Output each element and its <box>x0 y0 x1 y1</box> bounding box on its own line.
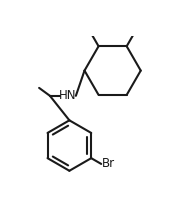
Text: HN: HN <box>59 89 77 102</box>
Text: Br: Br <box>102 158 115 170</box>
